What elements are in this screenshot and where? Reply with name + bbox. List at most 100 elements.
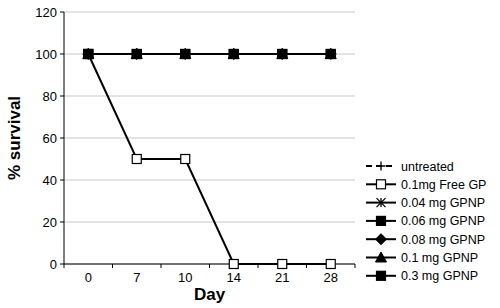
- point: [228, 49, 239, 60]
- grid-line: [64, 180, 355, 181]
- point: [84, 50, 93, 59]
- point: [132, 50, 141, 59]
- point: [229, 50, 238, 59]
- point: [84, 50, 93, 59]
- point: [132, 50, 141, 59]
- point: [181, 155, 190, 164]
- point: [278, 50, 287, 59]
- point: [84, 50, 93, 59]
- tick-mark: [60, 138, 64, 139]
- series-line: [88, 53, 331, 55]
- point: [131, 49, 142, 59]
- legend-marker: [377, 271, 386, 280]
- tick-label: 7: [133, 270, 140, 285]
- tick-mark: [60, 180, 64, 181]
- tick-label: 10: [178, 270, 192, 285]
- series-line: [88, 53, 331, 55]
- point: [180, 49, 191, 60]
- legend-label: 0.08 mg GPNP: [401, 233, 485, 247]
- point: [277, 49, 288, 60]
- tick-mark: [60, 12, 64, 13]
- grid-line: [64, 54, 355, 55]
- point: [326, 50, 335, 59]
- axis-title: Day: [194, 285, 226, 304]
- tick-separator: [64, 264, 65, 268]
- series: [84, 50, 336, 59]
- tick-mark: [60, 54, 64, 55]
- tick-mark: [60, 96, 64, 97]
- point: [229, 260, 238, 269]
- point: [325, 49, 336, 60]
- point: [181, 50, 190, 59]
- tick-label: 120: [35, 5, 57, 20]
- series-line: [88, 53, 331, 55]
- series-line: [88, 53, 331, 55]
- point: [84, 50, 93, 59]
- point: [84, 50, 93, 59]
- series: [84, 50, 336, 269]
- legend-marker: [377, 162, 386, 171]
- point: [278, 50, 287, 59]
- series: [84, 50, 336, 59]
- grid-line: [64, 222, 355, 223]
- point: [229, 50, 238, 59]
- legend-marker: [377, 216, 386, 225]
- legend-label: 0.1mg Free GP: [401, 178, 486, 192]
- point: [132, 155, 141, 164]
- chart: 0204060801001200710142128Day% survivalun…: [0, 0, 500, 308]
- point: [326, 50, 335, 59]
- point: [132, 50, 141, 59]
- y-axis: [64, 12, 65, 264]
- legend: untreated 0.1mg Free GP 0.04 mg GPNP 0.06 m…: [366, 160, 486, 284]
- point: [229, 50, 238, 59]
- legend-label: 0.1 mg GPNP: [401, 251, 478, 265]
- tick-label: 21: [275, 270, 289, 285]
- plot-area: [83, 49, 337, 269]
- legend-label: 0.06 mg GPNP: [401, 214, 485, 228]
- point: [229, 50, 238, 59]
- tick-label: 40: [43, 173, 57, 188]
- tick-label: 0: [50, 257, 57, 272]
- point: [278, 50, 287, 59]
- point: [83, 49, 94, 60]
- point: [278, 50, 287, 59]
- point: [326, 50, 335, 59]
- legend-marker: [376, 234, 387, 245]
- tick-label: 80: [43, 89, 57, 104]
- point: [83, 49, 94, 59]
- point: [181, 50, 190, 59]
- point: [181, 50, 190, 59]
- tick-label: 60: [43, 131, 57, 146]
- point: [326, 260, 335, 269]
- point: [180, 49, 191, 59]
- series: [83, 49, 337, 59]
- legend-label: untreated: [401, 160, 454, 174]
- point: [131, 49, 142, 60]
- tick-label: 20: [43, 215, 57, 230]
- point: [277, 49, 288, 59]
- tick-separator: [209, 264, 210, 268]
- grid-line: [64, 138, 355, 139]
- tick-separator: [355, 264, 356, 268]
- tick-separator: [161, 264, 162, 268]
- tick-mark: [60, 264, 64, 265]
- point: [228, 49, 239, 59]
- tick-label: 14: [227, 270, 241, 285]
- point: [181, 50, 190, 59]
- tick-mark: [60, 222, 64, 223]
- legend-label: 0.04 mg GPNP: [401, 196, 485, 210]
- series-line: [88, 54, 331, 264]
- series-line: [88, 53, 331, 55]
- series: [84, 50, 336, 59]
- legend-marker: [376, 252, 387, 262]
- series-line: [88, 53, 331, 55]
- legend-label: 0.3 mg GPNP: [401, 269, 478, 283]
- point: [326, 50, 335, 59]
- tick-label: 100: [35, 47, 57, 62]
- series: [83, 49, 337, 60]
- legend-marker: [377, 180, 386, 189]
- grid-line: [64, 12, 355, 13]
- tick-label: 0: [85, 270, 92, 285]
- axis-title: % survival: [5, 96, 24, 180]
- series: [84, 50, 336, 59]
